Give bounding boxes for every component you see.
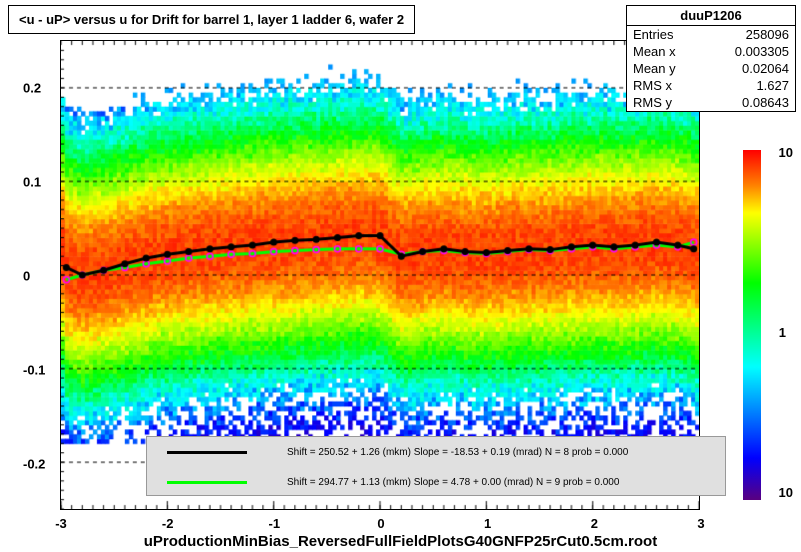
stats-meany-value: 0.02064 — [742, 61, 789, 76]
x-tick-label: -2 — [162, 516, 174, 531]
stats-entries-row: Entries 258096 — [627, 26, 795, 43]
colorbar — [743, 150, 761, 500]
stats-box: duuP1206 Entries 258096 Mean x 0.003305 … — [626, 5, 796, 112]
y-tick-label: 0.1 — [23, 175, 41, 190]
x-tick-label: 0 — [377, 516, 384, 531]
legend-row-1: Shift = 250.52 + 1.26 (mkm) Slope = -18.… — [147, 437, 725, 467]
stats-rmsy-value: 0.08643 — [742, 95, 789, 110]
x-tick-label: 2 — [591, 516, 598, 531]
colorbar-label-bot: 10 — [779, 485, 793, 500]
stats-meanx-row: Mean x 0.003305 — [627, 43, 795, 60]
legend-row-2: Shift = 294.77 + 1.13 (mkm) Slope = 4.78… — [147, 467, 725, 497]
legend-line-black — [167, 451, 247, 454]
x-tick-label: -3 — [55, 516, 67, 531]
legend-text-1: Shift = 250.52 + 1.26 (mkm) Slope = -18.… — [287, 447, 628, 458]
x-tick-label: 1 — [484, 516, 491, 531]
chart-area: -3-2-10123 -0.2-0.100.10.2 Shift = 250.5… — [60, 40, 700, 510]
stats-rmsx-label: RMS x — [633, 78, 672, 93]
stats-meanx-label: Mean x — [633, 44, 676, 59]
legend-text-2: Shift = 294.77 + 1.13 (mkm) Slope = 4.78… — [287, 477, 619, 488]
stats-rmsx-row: RMS x 1.627 — [627, 77, 795, 94]
stats-meany-label: Mean y — [633, 61, 676, 76]
stats-meanx-value: 0.003305 — [735, 44, 789, 59]
y-tick-label: -0.2 — [23, 457, 45, 472]
file-label: uProductionMinBias_ReversedFullFieldPlot… — [0, 533, 801, 550]
stats-entries-value: 258096 — [746, 27, 789, 42]
x-tick-label: 3 — [697, 516, 704, 531]
x-tick-label: -1 — [269, 516, 281, 531]
y-tick-label: 0 — [23, 269, 30, 284]
colorbar-label-top: 10 — [779, 145, 793, 160]
stats-rmsy-label: RMS y — [633, 95, 672, 110]
colorbar-label-mid: 1 — [779, 325, 786, 340]
stats-entries-label: Entries — [633, 27, 673, 42]
legend: Shift = 250.52 + 1.26 (mkm) Slope = -18.… — [146, 436, 726, 496]
stats-rmsx-value: 1.627 — [756, 78, 789, 93]
stats-name: duuP1206 — [627, 6, 795, 26]
y-tick-label: -0.1 — [23, 363, 45, 378]
stats-meany-row: Mean y 0.02064 — [627, 60, 795, 77]
legend-line-green — [167, 481, 247, 484]
stats-rmsy-row: RMS y 0.08643 — [627, 94, 795, 111]
y-tick-label: 0.2 — [23, 81, 41, 96]
chart-title: <u - uP> versus u for Drift for barrel 1… — [8, 5, 415, 34]
